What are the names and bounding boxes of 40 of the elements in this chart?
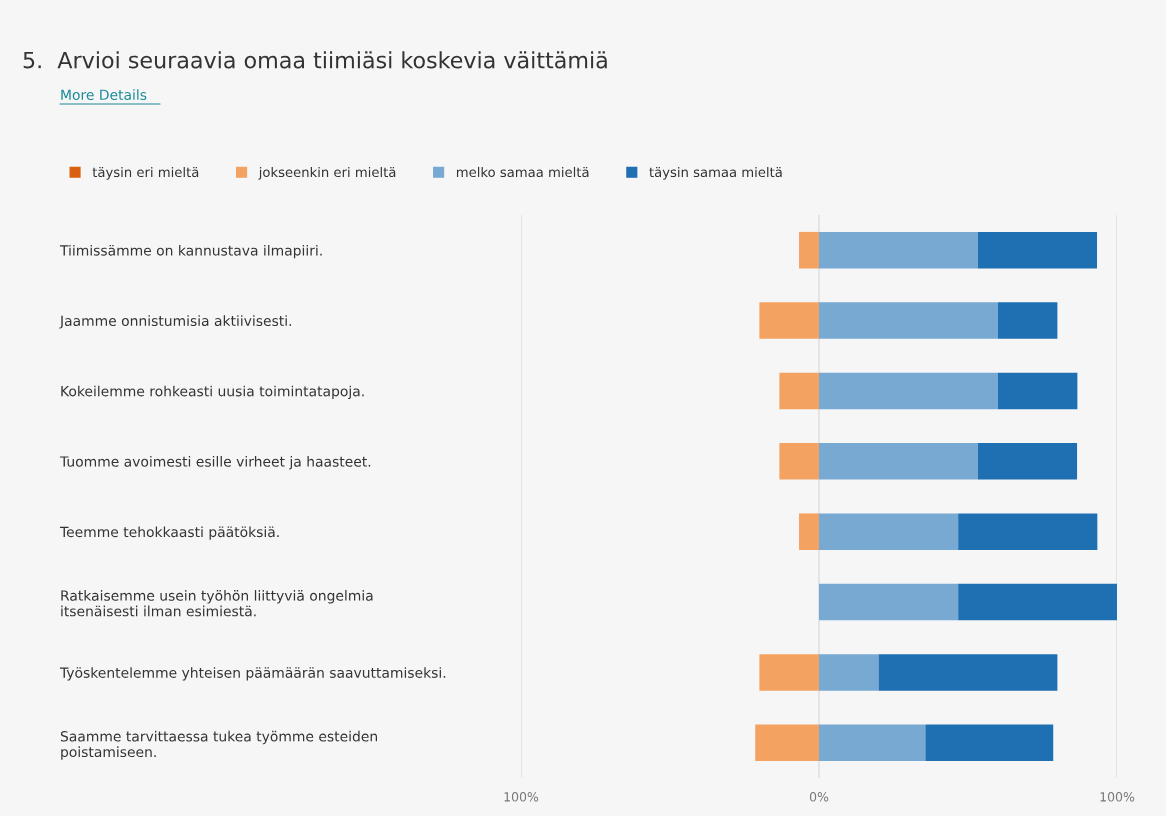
y-tick-label: Teemme tehokkaasti päätöksiä.	[59, 526, 279, 540]
bar	[819, 231, 978, 269]
y-tick-label: Tuomme avoimesti esille virheet ja haasteet.	[59, 456, 371, 470]
bar	[819, 443, 978, 480]
bar	[759, 654, 819, 691]
bar	[819, 724, 926, 762]
bar	[819, 372, 998, 410]
bar	[799, 231, 819, 269]
x-tick-label: 0%	[809, 792, 829, 802]
bar	[819, 302, 998, 339]
x-tick-label: 100%	[504, 792, 539, 802]
bar	[819, 513, 959, 550]
y-tick-label: Ratkaisemme usein työhön liittyviä ongelmia itsenäisesti ilman esimiestä.	[61, 590, 373, 617]
legend-label: täysin samaa mieltä	[649, 166, 782, 180]
legend-label: täysin eri mieltä	[92, 166, 199, 180]
bar	[779, 372, 819, 410]
legend-label: melko samaa mieltä	[456, 166, 589, 178]
bar	[977, 231, 1098, 269]
bar	[799, 513, 819, 550]
bar	[819, 583, 959, 621]
bar	[755, 724, 819, 762]
x-tick-label: 100%	[1100, 792, 1135, 802]
y-tick-label: Tiimissämme on kannustava ilmapiiri.	[59, 244, 322, 259]
bar	[779, 443, 819, 480]
y-tick-label: Saamme tarvittaessa tukea työmme esteiden poistamiseen.	[60, 730, 377, 760]
text: More Details	[61, 89, 147, 101]
bar	[977, 443, 1078, 480]
y-tick-label: Työskentelemme yhteisen päämäärän saavuttamiseksi.	[59, 667, 446, 681]
bar	[997, 302, 1058, 339]
bar	[878, 654, 1058, 691]
text: 5. Arvioi seuraavia omaa tiimiäsi koskevia väittämiä	[23, 51, 607, 69]
bar	[958, 513, 1098, 550]
bar	[958, 583, 1117, 621]
bar	[759, 302, 819, 339]
bar	[819, 654, 879, 691]
y-tick-label: Jaamme onnistumisia aktiivisesti.	[59, 315, 292, 329]
bar	[997, 372, 1078, 410]
legend-label: jokseenkin eri mieltä	[258, 166, 396, 180]
y-tick-label: Kokeilemme rohkeasti uusia toimintatapoja.	[61, 385, 364, 400]
bar	[925, 724, 1054, 762]
